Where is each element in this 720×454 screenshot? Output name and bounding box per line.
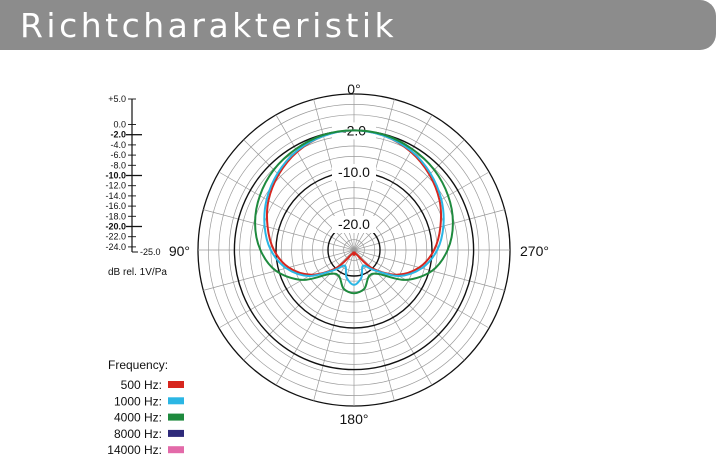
ring-label-bg	[332, 216, 376, 233]
angle-label: 0°	[347, 81, 360, 97]
scale-tick-label: -4.0	[110, 140, 126, 150]
angle-label: 180°	[340, 411, 369, 427]
angle-label: 90°	[169, 243, 190, 259]
scale-tick-label: -18.0	[105, 211, 126, 221]
scale-tick-label: -2.0	[110, 130, 126, 140]
scale-tick-label: -20.0	[105, 222, 126, 232]
legend-swatch	[168, 446, 184, 454]
title-bar: Richtcharakteristik	[0, 0, 716, 50]
scale-tick-label: -25.0	[140, 247, 161, 257]
scale-tick-label: -10.0	[105, 171, 126, 181]
legend-swatch	[168, 381, 184, 388]
scale-tick-label: -12.0	[105, 181, 126, 191]
scale-tick-label: -16.0	[105, 201, 126, 211]
series-curve-2	[254, 129, 454, 295]
legend-label: 1000 Hz:	[114, 394, 162, 408]
legend-label: 4000 Hz:	[114, 411, 162, 425]
legend-label: 8000 Hz:	[114, 427, 162, 441]
legend-label: 14000 Hz:	[107, 443, 162, 454]
legend-title: Frequency:	[108, 358, 168, 372]
scale-tick-label: -8.0	[110, 160, 126, 170]
page-title: Richtcharakteristik	[20, 6, 398, 45]
legend-swatch	[168, 413, 184, 421]
ring-label: -20.0	[338, 216, 370, 232]
scale-tick-label: +5.0	[108, 94, 126, 104]
scale-unit-label: dB rel. 1V/Pa	[108, 267, 167, 278]
legend-label: 500 Hz:	[121, 378, 162, 392]
grid-spoke	[313, 99, 395, 401]
scale-tick-label: -14.0	[105, 191, 126, 201]
ring-label: -10.0	[338, 164, 370, 180]
scale-tick-label: 0.0	[113, 120, 126, 130]
series-curve-1	[263, 129, 445, 286]
ring-label-bg	[332, 164, 376, 181]
legend-swatch	[168, 397, 184, 405]
scale-tick-label: -22.0	[105, 232, 126, 242]
scale-tick-label: -24.0	[105, 242, 126, 252]
scale-tick-label: -6.0	[110, 150, 126, 160]
series-curve-0	[265, 129, 443, 276]
angle-label: 270°	[520, 243, 549, 259]
legend-swatch	[168, 429, 184, 437]
